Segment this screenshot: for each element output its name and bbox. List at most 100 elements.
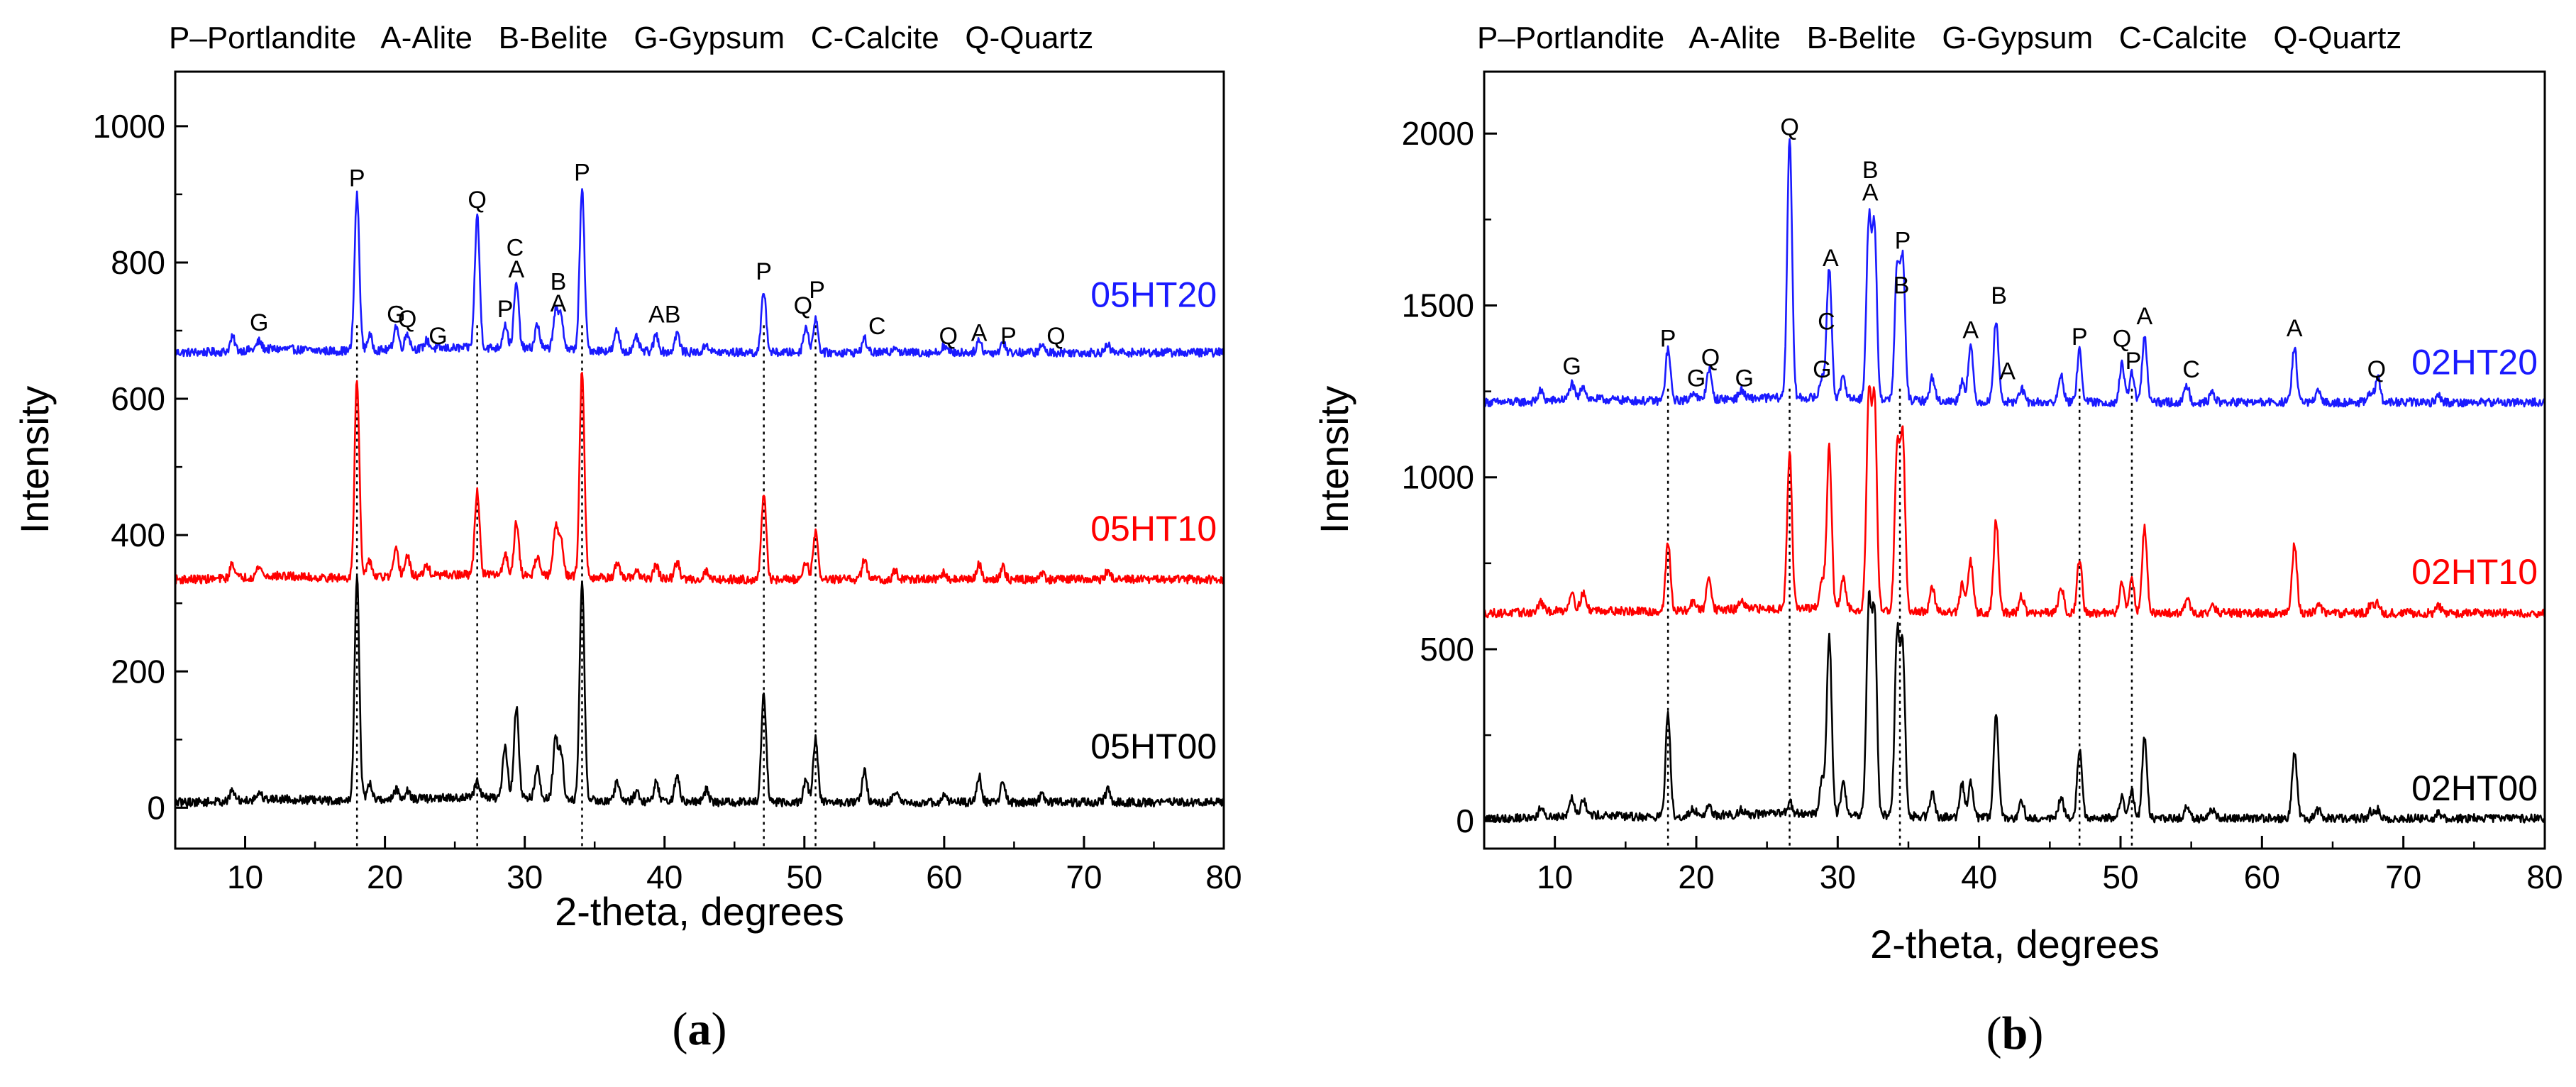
y-axis-label-b: Intensity: [1312, 386, 1356, 534]
x-tick-label: 70: [1066, 859, 1102, 895]
series-labels-b: 02HT20 02HT10 02HT00: [2411, 342, 2538, 808]
series-label-05ht20: 05HT20: [1090, 275, 1217, 314]
peak-label: B: [1894, 272, 1910, 299]
reference-lines-b: [1666, 388, 2133, 849]
x-tick-label: 40: [1961, 859, 1997, 895]
x-tick-label: 50: [786, 859, 822, 895]
trace-02ht00: [1483, 590, 2546, 824]
x-tick-label: 70: [2385, 859, 2421, 895]
x-tick-label: 10: [1537, 859, 1573, 895]
peak-label: G: [1687, 365, 1706, 392]
x-axis-ticks-a: 10 20 30 40 50 60 70 80: [174, 836, 1242, 895]
peak-label: C: [2182, 356, 2200, 383]
peak-label: Q: [2113, 326, 2131, 353]
y-tick-label: 800: [111, 244, 165, 281]
peak-label: P: [2126, 348, 2142, 375]
peak-label: A: [551, 290, 567, 317]
trace-05ht10: [174, 372, 1225, 585]
peak-label: A: [2137, 303, 2153, 330]
peak-label: C: [1818, 308, 1835, 335]
y-axis-label-a: Intensity: [12, 386, 57, 534]
x-tick-label: 40: [646, 859, 682, 895]
peak-label: Q: [794, 292, 812, 319]
peak-label: AB: [648, 301, 680, 328]
peak-label: A: [1862, 180, 1879, 206]
peak-label: P: [574, 160, 590, 187]
phase-legend-b: P–Portlandite A-Alite B-Belite G-Gypsum …: [1477, 21, 2401, 55]
peak-label: B: [551, 268, 567, 295]
series-labels-a: 05HT20 05HT10 05HT00: [1090, 275, 1217, 766]
peak-label: P: [756, 258, 772, 285]
peak-label: P: [349, 165, 365, 192]
panel-b: P–Portlandite A-Alite B-Belite G-Gypsum …: [1312, 21, 2563, 1059]
series-label-02ht00: 02HT00: [2411, 768, 2538, 808]
y-axis-ticks-a: 0 200 400 600 800 1000: [93, 108, 188, 826]
series-label-05ht10: 05HT10: [1090, 509, 1217, 548]
y-tick-label: 1500: [1402, 287, 1474, 324]
trace-02ht10: [1483, 385, 2546, 619]
panel-label-a: (a): [673, 1003, 727, 1055]
peak-label: Q: [1701, 344, 1720, 371]
y-tick-label: 1000: [93, 108, 165, 145]
plot-frame-a: [174, 70, 1225, 850]
panel-label-b: (b): [1986, 1008, 2044, 1059]
plot-frame-b: [1483, 70, 2546, 850]
x-tick-label: 60: [2244, 859, 2280, 895]
y-axis-ticks-b: 0 500 1000 1500 2000: [1402, 115, 1497, 839]
trace-02ht20: [1483, 138, 2546, 408]
reference-lines-a: [355, 325, 817, 849]
series-label-05ht00: 05HT00: [1090, 727, 1217, 766]
panel-letter-a: a: [688, 1003, 712, 1055]
x-tick-label: 30: [1820, 859, 1856, 895]
peak-label: A: [1823, 245, 1839, 272]
y-tick-label: 0: [147, 789, 165, 826]
peak-label: P: [2072, 324, 2088, 351]
x-tick-label: 20: [1678, 859, 1714, 895]
peak-label: A: [971, 319, 988, 346]
peak-label: G: [387, 301, 405, 328]
y-tick-label: 200: [111, 653, 165, 690]
peak-label: A: [1962, 316, 1979, 343]
peak-label: Q: [1780, 114, 1798, 141]
traces-b: [1483, 138, 2546, 824]
peak-label: A: [2287, 315, 2303, 342]
panel-letter-b: b: [2002, 1008, 2028, 1059]
y-tick-label: 2000: [1402, 115, 1474, 152]
peak-label: G: [250, 309, 268, 336]
peak-label: G: [1813, 356, 1831, 383]
peak-label: G: [429, 323, 447, 350]
peak-label: A: [1999, 358, 2016, 385]
x-axis-label-b: 2-theta, degrees: [1870, 922, 2160, 966]
trace-05ht00: [175, 575, 1225, 807]
x-tick-label: 30: [507, 859, 543, 895]
y-tick-label: 400: [111, 517, 165, 553]
x-tick-label: 80: [1205, 859, 1242, 895]
series-label-02ht20: 02HT20: [2411, 342, 2538, 382]
y-tick-label: 500: [1420, 631, 1474, 668]
y-tick-label: 0: [1456, 802, 1474, 839]
peak-label: Q: [468, 187, 486, 214]
trace-05ht20: [174, 188, 1225, 358]
x-axis-label-a: 2-theta, degrees: [555, 889, 844, 934]
peak-label: A: [508, 256, 524, 283]
y-tick-label: 1000: [1402, 459, 1474, 496]
x-tick-label: 60: [926, 859, 962, 895]
peak-label: Q: [2367, 356, 2386, 383]
peak-label: P: [497, 296, 514, 323]
peak-label: Q: [1046, 323, 1065, 350]
y-tick-label: 600: [111, 380, 165, 417]
x-axis-ticks-b: 10 20 30 40 50 60 70 80: [1483, 836, 2563, 895]
x-tick-label: 80: [2526, 859, 2563, 895]
series-label-02ht10: 02HT10: [2411, 552, 2538, 592]
x-tick-label: 50: [2102, 859, 2138, 895]
peak-label: G: [1735, 365, 1754, 392]
peak-label: Q: [939, 323, 958, 350]
peak-label: P: [1660, 326, 1676, 353]
peak-label: Q: [398, 306, 416, 333]
peak-label: C: [868, 313, 886, 340]
peak-label: B: [1991, 282, 2007, 309]
traces-a: [174, 188, 1225, 807]
